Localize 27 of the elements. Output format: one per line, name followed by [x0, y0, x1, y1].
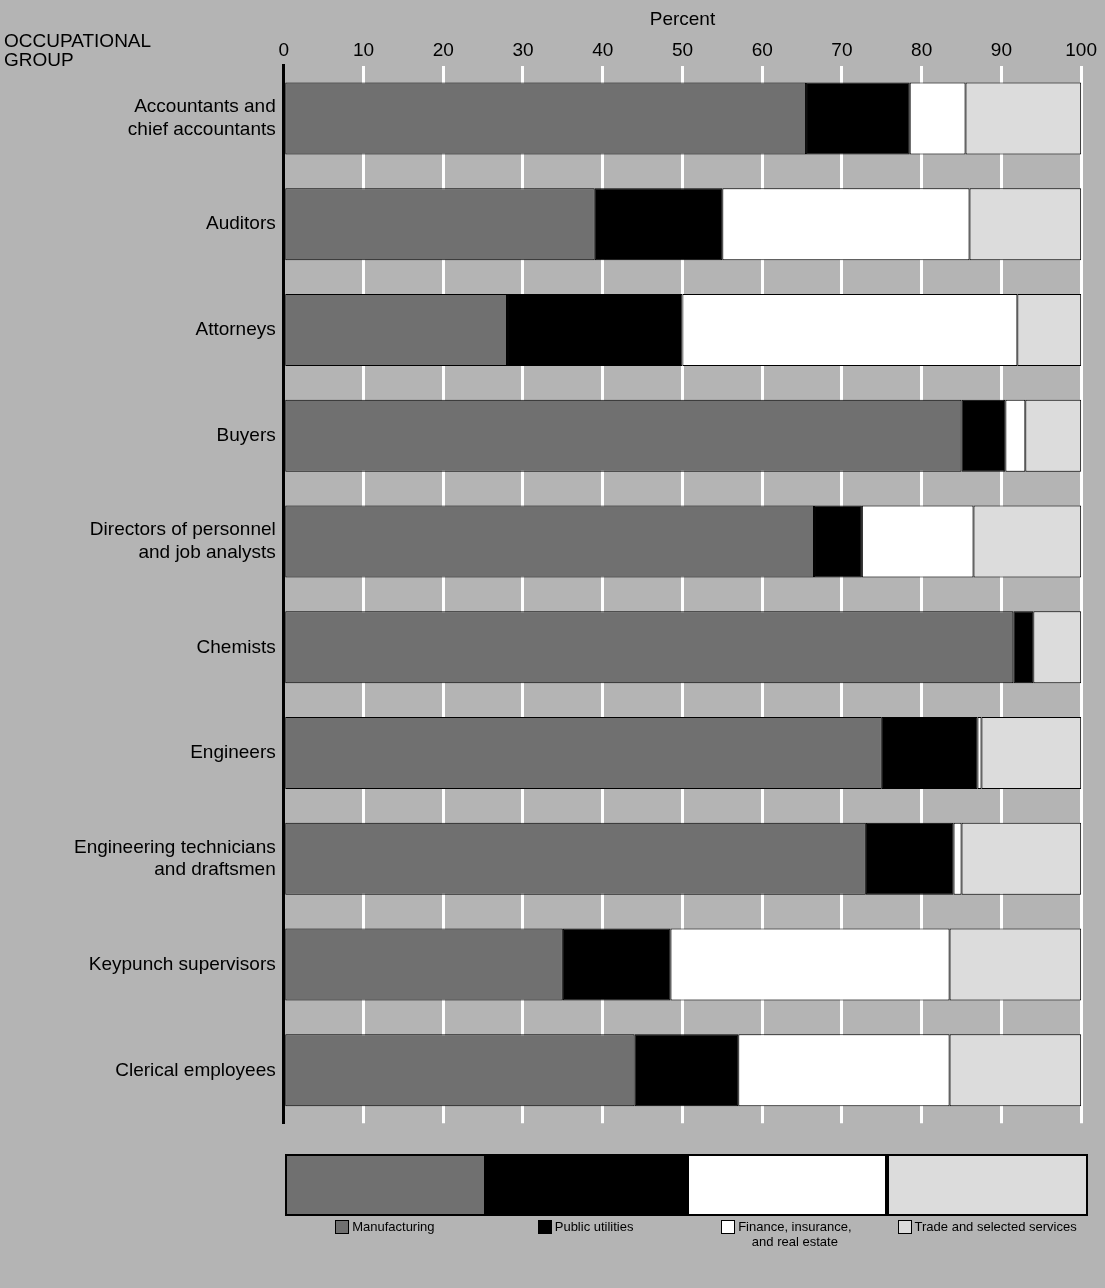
x-tick-label: 80	[911, 39, 933, 61]
y-tick-label: Chemists	[196, 635, 276, 657]
x-tick-label: 30	[512, 39, 534, 61]
y-tick-label: Keypunch supervisors	[88, 952, 276, 974]
y-tick-label: Directors of personnel and job analysts	[89, 518, 276, 563]
legend-label: Manufacturing	[352, 1219, 435, 1234]
y-tick-label: Auditors	[206, 212, 276, 234]
x-tick-label: 60	[751, 39, 773, 61]
x-tick-label: 70	[831, 39, 853, 61]
x-tick-label: 50	[671, 39, 694, 61]
x-tick-label: 20	[432, 39, 454, 61]
x-tick-label: 0	[278, 39, 290, 61]
y-axis-title: OCCUPATIONAL GROUP	[4, 29, 152, 70]
x-axis-title: Percent	[649, 7, 716, 29]
y-tick-label: Engineers	[190, 741, 276, 763]
legend-label: Public utilities	[554, 1219, 634, 1234]
y-tick-label: Buyers	[216, 423, 276, 445]
x-tick-label: 90	[990, 39, 1012, 61]
y-tick-label: Clerical employees	[115, 1058, 276, 1080]
x-tick-label: 40	[592, 39, 614, 61]
y-tick-label: Attorneys	[195, 318, 276, 340]
y-tick-label: Engineering technicians and draftsmen	[74, 835, 276, 880]
legend-label: Finance, insurance, and real estate	[738, 1219, 852, 1249]
y-tick-label: Accountants and chief accountants	[127, 95, 276, 140]
x-tick-label: 100	[1065, 39, 1097, 61]
x-tick-label: 10	[352, 39, 375, 61]
legend-label: Trade and selected services	[914, 1219, 1077, 1234]
